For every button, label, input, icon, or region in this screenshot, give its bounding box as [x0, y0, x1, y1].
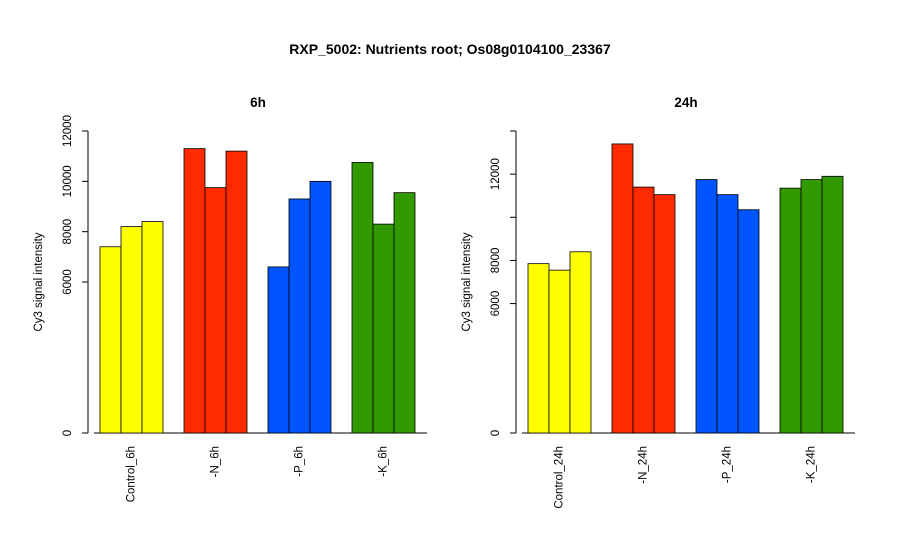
x-category-label: Control_6h [126, 446, 138, 502]
bar [183, 148, 206, 434]
bar [309, 180, 332, 434]
y-tick-label: 10000 [62, 165, 74, 197]
panel-title: 24h [674, 95, 697, 110]
bar [821, 175, 844, 434]
y-tick-label: 6000 [62, 269, 74, 295]
y-tick-label: 0 [490, 430, 502, 436]
panel-24h: 24h Cy3 signal intensity 0 6000 8000 12000 C… [461, 95, 855, 509]
y-tick-label: 8000 [62, 219, 74, 245]
x-category-label: -K_24h [806, 446, 818, 483]
bar [120, 226, 143, 434]
panel-6h: 6h Cy3 signal intensity 0 6000 8000 10000 12… [33, 95, 427, 502]
bar [99, 246, 122, 434]
bar [225, 150, 248, 434]
bar [141, 221, 164, 434]
y-tick-label: 12000 [62, 115, 74, 147]
y-axis-label: Cy3 signal intensity [461, 232, 473, 331]
x-category-label: -N_24h [638, 446, 650, 484]
x-category-label: Control_24h [554, 446, 566, 509]
y-tick-label: 6000 [490, 291, 502, 317]
bar [779, 187, 802, 434]
bar [527, 263, 550, 434]
y-tick-label: 8000 [490, 248, 502, 274]
bar [393, 192, 416, 434]
x-category-label: -P_6h [294, 446, 306, 477]
x-category-label: -N_6h [210, 446, 222, 477]
bar [632, 186, 655, 434]
x-category-label: -P_24h [722, 446, 734, 483]
bar [800, 179, 823, 434]
y-tick-label: 0 [62, 430, 74, 436]
bar [653, 194, 676, 434]
bar [611, 143, 634, 434]
panel-title: 6h [250, 95, 266, 110]
chart-main-title: RXP_5002: Nutrients root; Os08g0104100_2… [289, 41, 611, 57]
bar [716, 194, 739, 434]
bar [204, 187, 227, 434]
bar [569, 251, 592, 434]
bar [372, 223, 395, 434]
x-category-label: -K_6h [378, 446, 390, 477]
bar [351, 162, 374, 434]
bar [267, 266, 290, 434]
y-axis-label: Cy3 signal intensity [33, 232, 45, 331]
y-tick-label: 12000 [490, 158, 502, 190]
bar [548, 269, 571, 434]
bar [288, 198, 311, 434]
bar [737, 209, 760, 434]
bar [695, 179, 718, 434]
